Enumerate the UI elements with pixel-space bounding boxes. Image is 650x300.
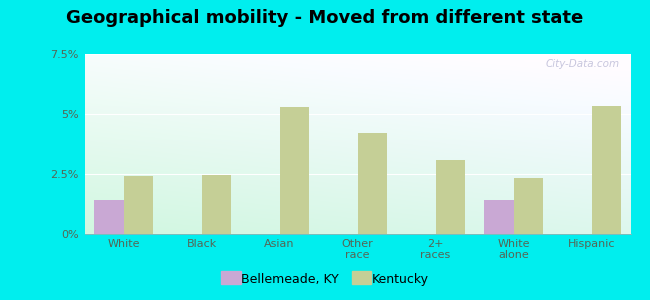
Bar bbox=[280, 107, 309, 234]
Bar bbox=[484, 200, 514, 234]
Text: Geographical mobility - Moved from different state: Geographical mobility - Moved from diffe… bbox=[66, 9, 584, 27]
Legend: Bellemeade, KY, Kentucky: Bellemeade, KY, Kentucky bbox=[216, 268, 434, 291]
Bar bbox=[124, 176, 153, 234]
Bar bbox=[358, 133, 387, 234]
Bar bbox=[592, 106, 621, 234]
Bar bbox=[514, 178, 543, 234]
Bar bbox=[94, 200, 124, 234]
Text: City-Data.com: City-Data.com bbox=[545, 59, 619, 69]
Bar bbox=[436, 160, 465, 234]
Bar bbox=[202, 175, 231, 234]
